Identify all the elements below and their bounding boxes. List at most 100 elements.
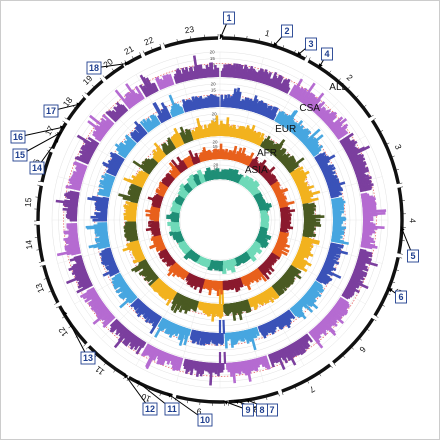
chromosome-label: 15 [23, 197, 34, 208]
callout-arrowhead [245, 398, 251, 403]
chromosome-tick [329, 70, 332, 73]
track-bar [271, 113, 277, 121]
track-bar [197, 301, 202, 309]
track-bar [104, 247, 112, 252]
chromosome-arc [125, 54, 142, 66]
chromosome-arc [370, 119, 401, 185]
chromosome-arc [164, 36, 219, 49]
track-bar [87, 136, 100, 146]
chromosome-tick [373, 118, 376, 120]
track-bar [197, 157, 202, 163]
chromosome-arc [397, 187, 404, 254]
callout-marker: 10 [166, 392, 213, 427]
callout-arrowhead [56, 132, 62, 137]
callout-arrowhead [318, 63, 323, 69]
track-bar [73, 254, 82, 260]
chromosome-tick [382, 305, 385, 307]
chromosome-label: 9 [196, 406, 202, 416]
callout-box [142, 402, 158, 416]
callout-box [321, 47, 333, 61]
track-bar [288, 168, 295, 174]
chromosome-tick [347, 86, 350, 89]
track-bar [114, 272, 122, 278]
track-bar [153, 142, 167, 157]
chromosome-tick [364, 104, 367, 107]
chromosome-tick [124, 60, 127, 63]
track-bar [330, 194, 339, 199]
track-bar [239, 276, 245, 285]
scale-tick-label: 20 [212, 112, 218, 117]
chromosome-arc [307, 59, 372, 119]
chromosome-tick [68, 326, 71, 329]
track-bar [271, 250, 281, 258]
callout-marker: 14 [29, 137, 60, 175]
track-bar [315, 277, 323, 284]
track-bar [330, 239, 349, 245]
chromosome-tick [38, 261, 42, 263]
track-bar [69, 190, 80, 195]
track-bar [271, 284, 282, 297]
chromosome-arc [58, 305, 88, 345]
callout-arrowhead [219, 34, 224, 39]
chromosome-tick [103, 363, 106, 366]
track-bar [291, 262, 298, 269]
callout-number: 7 [269, 405, 274, 415]
callout-number: 10 [200, 415, 210, 425]
scale-tick-label: 15 [211, 88, 217, 93]
chromosome-tick [266, 397, 268, 401]
callout-arrowhead [223, 400, 229, 405]
callout-arrowhead [54, 137, 59, 143]
callout-box [407, 249, 419, 263]
chromosome-arc [104, 64, 125, 80]
chromosome-label: 7 [307, 384, 316, 395]
callout-arrow-line [17, 126, 66, 138]
chromosome-tick [387, 293, 391, 296]
chromosome-tick [374, 319, 377, 322]
chromosome-label: 2 [345, 72, 355, 83]
scale-tick-label: 20 [210, 50, 216, 55]
track-bar [137, 123, 148, 135]
chromosome-tick [72, 105, 76, 108]
chromosome-tick [151, 47, 153, 50]
chromosome-tick [319, 373, 322, 377]
track-bar [140, 343, 151, 357]
track-bar [143, 171, 150, 177]
track-bar [157, 317, 165, 328]
track-bar [152, 82, 159, 92]
chromosome-tick [392, 155, 395, 158]
track-bar [185, 272, 191, 279]
track-bar [279, 229, 286, 234]
track-label: ALL [329, 82, 347, 93]
track-bar [187, 155, 195, 166]
chromosome-tick [84, 92, 87, 95]
callout-marker: 4 [318, 47, 333, 69]
callout-box [223, 11, 235, 25]
chromosome-tick [356, 95, 359, 98]
chromosome-label: 20 [101, 56, 115, 70]
callout-number: 5 [410, 251, 415, 261]
track-bar [151, 158, 159, 165]
callout-box [197, 413, 213, 427]
chromosome-label: 3 [393, 143, 404, 151]
chromosome-tick [64, 117, 67, 120]
callout-marker: 16 [10, 125, 66, 144]
chromosome-tick [159, 393, 161, 397]
chromosome-tick [142, 50, 145, 54]
chromosome-tick [294, 49, 296, 53]
scale-tick-label: 20 [211, 82, 217, 87]
callout-arrowhead [124, 61, 130, 66]
track-bar [150, 205, 161, 211]
chromosome-tick [176, 39, 178, 42]
chromosome-arc [36, 224, 45, 263]
track-label: ASIA [245, 165, 268, 176]
track-bar [168, 73, 175, 86]
chromosome-tick [333, 363, 336, 366]
callout-box [43, 104, 59, 118]
callout-marker: 12 [123, 373, 158, 416]
scale-tick-label: 15 [212, 117, 218, 122]
scale-tick-label: 20 [212, 140, 218, 145]
callout-marker: 18 [86, 61, 130, 75]
track-bar [257, 325, 263, 333]
callout-marker: 9 [223, 400, 254, 417]
